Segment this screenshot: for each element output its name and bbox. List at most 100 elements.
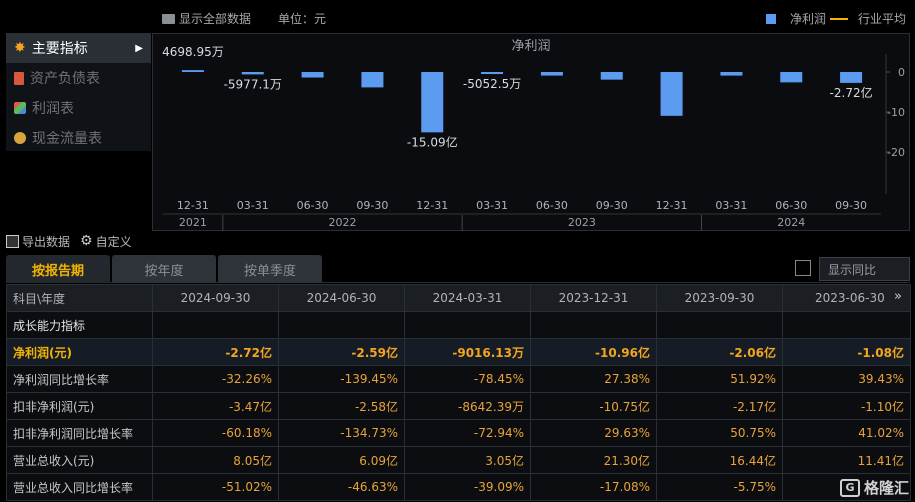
export-data-button[interactable]: 导出数据 (6, 233, 70, 250)
table-row[interactable]: 营业总收入同比增长率 -51.02% -46.63% -39.09% -17.08% -5… (6, 473, 911, 501)
year-label: 2024 (777, 216, 805, 229)
tab-by-report-period[interactable]: 按报告期 (6, 255, 110, 283)
watermark-text: 格隆汇 (863, 479, 909, 497)
export-label: 导出数据 (22, 234, 71, 249)
x-tick-label: 09-30 (596, 199, 628, 212)
table-cell: 39.43% (782, 365, 911, 393)
table-cell: -9016.13万 (404, 338, 531, 366)
table-row[interactable]: 扣非净利润同比增长率 -60.18% -134.73% -72.94% 29.63% 50… (6, 419, 911, 447)
table-cell: 29.63% (530, 419, 657, 447)
flower-icon: ✸ (14, 40, 26, 56)
table-cell: 41.02% (782, 419, 911, 447)
legend-net-profit: 净利润 (766, 10, 826, 27)
table-cell: 8.05亿 (152, 446, 279, 474)
sidebar: ✸ 主要指标 ▶ 资产负债表 利润表 现金流量表 (6, 33, 151, 151)
data-label: 4698.95万 (162, 45, 224, 59)
unit-label: 单位：元 (278, 10, 326, 27)
row-label: 成长能力指标 (6, 311, 153, 339)
tab-by-year[interactable]: 按年度 (112, 255, 216, 283)
customize-button[interactable]: ⚙ 自定义 (80, 233, 132, 250)
chart-title: 净利润 (511, 39, 550, 54)
table-row[interactable]: 净利润同比增长率 -32.26% -139.45% -78.45% 27.38% 51.9… (6, 365, 911, 393)
cube-icon (14, 102, 26, 114)
table-cell (278, 311, 405, 339)
column-header[interactable]: 2023-09-30 (656, 284, 783, 312)
table-cell: -2.59亿 (278, 338, 405, 366)
sidebar-item-label: 利润表 (32, 101, 74, 117)
x-tick-label: 12-31 (177, 199, 209, 212)
yoy-checkbox[interactable] (795, 260, 811, 276)
table-cell: -46.63% (278, 473, 405, 501)
show-yoy-dropdown[interactable]: 显示同比 (819, 257, 910, 281)
export-icon (6, 234, 19, 248)
table-cell: -10.96亿 (530, 338, 657, 366)
table-cell: -5.75% (656, 473, 783, 501)
unit-text: 单位：元 (278, 12, 327, 26)
sidebar-item-balance-sheet[interactable]: 资产负债表 (6, 63, 151, 93)
double-chevron-right-icon[interactable]: » (894, 289, 902, 304)
sidebar-item-label: 主要指标 (31, 41, 88, 57)
top-toolbar: 显示全部数据 单位：元 净利润 行业平均 (0, 0, 915, 33)
x-tick-label: 03-31 (715, 199, 747, 212)
table-row[interactable]: 营业总收入(元) 8.05亿 6.09亿 3.05亿 21.30亿 16.44亿 11.41… (6, 446, 911, 474)
row-label: 净利润(元) (6, 338, 153, 366)
table-row[interactable]: 扣非净利润(元) -3.47亿 -2.58亿 -8642.39万 -10.75亿 -2.1… (6, 392, 911, 420)
yoy-label: 显示同比 (828, 262, 877, 277)
year-label: 2022 (329, 216, 357, 229)
chevron-right-icon: ▶ (135, 42, 143, 54)
show-all-data-toggle[interactable]: 显示全部数据 (162, 10, 251, 27)
table-cell: -2.17亿 (656, 392, 783, 420)
row-label: 净利润同比增长率 (6, 365, 153, 393)
period-tabs: 按报告期 按年度 按单季度 (6, 255, 910, 283)
table-cell: -1.08亿 (782, 338, 911, 366)
year-label: 2023 (568, 216, 596, 229)
chat-icon (162, 13, 175, 24)
sidebar-item-cash-flow[interactable]: 现金流量表 (6, 123, 151, 153)
table-cell (530, 311, 657, 339)
show-all-label: 显示全部数据 (179, 12, 252, 26)
table-cell (404, 311, 531, 339)
x-tick-label: 12-31 (656, 199, 688, 212)
table-cell: -134.73% (278, 419, 405, 447)
data-label: -5052.5万 (463, 77, 521, 91)
table-cell: -2.58亿 (278, 392, 405, 420)
column-header[interactable]: 2023-12-31 (530, 284, 657, 312)
chart-bar (301, 72, 324, 78)
table-cell: -1.10亿 (782, 392, 911, 420)
table-cell: -72.94% (404, 419, 531, 447)
column-header-text: 2023-06-30 (815, 291, 885, 305)
y-tick-label: 0 (898, 66, 905, 79)
row-label: 营业总收入(元) (6, 446, 153, 474)
table-cell: 16.44亿 (656, 446, 783, 474)
table-cell: -10.75亿 (530, 392, 657, 420)
x-tick-label: 06-30 (775, 199, 807, 212)
year-label: 2021 (179, 216, 207, 229)
table-row[interactable]: 净利润(元) -2.72亿 -2.59亿 -9016.13万 -10.96亿 -2.06亿… (6, 338, 911, 366)
chart-bar (181, 70, 204, 72)
table-cell (782, 311, 911, 339)
column-header-last[interactable]: 2023-06-30 » (782, 284, 911, 312)
column-header[interactable]: 2024-06-30 (278, 284, 405, 312)
table-cell: -8642.39万 (404, 392, 531, 420)
sidebar-item-label: 现金流量表 (32, 131, 102, 147)
table-cell: 3.05亿 (404, 446, 531, 474)
sidebar-item-label: 资产负债表 (30, 71, 100, 87)
chart-bar (780, 72, 803, 83)
chart-bar (840, 72, 863, 83)
y-tick-label: -10 (887, 106, 905, 119)
gear-icon: ⚙ (80, 233, 93, 249)
tab-by-quarter[interactable]: 按单季度 (218, 255, 322, 283)
chart-bar (241, 72, 264, 75)
legend-avg-label: 行业平均 (858, 12, 907, 26)
chart-bar (421, 72, 444, 133)
table-cell (152, 311, 279, 339)
header-label: 科目\年度 (6, 284, 153, 312)
sidebar-item-income-statement[interactable]: 利润表 (6, 93, 151, 123)
column-header[interactable]: 2024-03-31 (404, 284, 531, 312)
data-label: -5977.1万 (224, 77, 282, 91)
legend-net-label: 净利润 (790, 12, 827, 26)
table-row[interactable]: 成长能力指标 (6, 311, 911, 339)
tab-label: 按年度 (144, 263, 184, 279)
sidebar-item-main-indicators[interactable]: ✸ 主要指标 ▶ (6, 33, 151, 63)
column-header[interactable]: 2024-09-30 (152, 284, 279, 312)
